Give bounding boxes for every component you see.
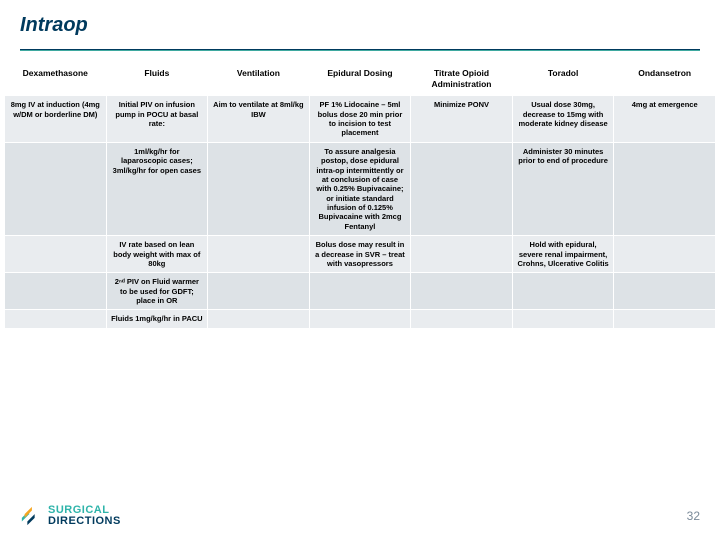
cell — [309, 310, 411, 328]
cell: Initial PIV on infusion pump in POCU at … — [106, 96, 208, 143]
cell — [411, 310, 513, 328]
cell: 2ⁿᵈ PIV on Fluid warmer to be used for G… — [106, 273, 208, 310]
logo-line2: DIRECTIONS — [48, 516, 121, 528]
cell: IV rate based on lean body weight with m… — [106, 236, 208, 273]
intraop-table: Dexamethasone Fluids Ventilation Epidura… — [4, 61, 716, 329]
cell: 8mg IV at induction (4mg w/DM or borderl… — [5, 96, 107, 143]
col-opioid: Titrate Opioid Administration — [411, 62, 513, 96]
cell: Bolus dose may result in a decrease in S… — [309, 236, 411, 273]
col-toradol: Toradol — [512, 62, 614, 96]
cell: 4mg at emergence — [614, 96, 716, 143]
page-number: 32 — [687, 509, 700, 523]
col-ondansetron: Ondansetron — [614, 62, 716, 96]
logo: SURGICAL DIRECTIONS — [20, 505, 121, 528]
cell: Usual dose 30mg, decrease to 15mg with m… — [512, 96, 614, 143]
cell: To assure analgesia postop, dose epidura… — [309, 142, 411, 235]
cell — [5, 273, 107, 310]
cell — [512, 310, 614, 328]
title-rule — [20, 49, 700, 51]
cell — [411, 236, 513, 273]
table-row: 2ⁿᵈ PIV on Fluid warmer to be used for G… — [5, 273, 716, 310]
cell — [5, 142, 107, 235]
cell — [411, 142, 513, 235]
cell: PF 1% Lidocaine – 5ml bolus dose 20 min … — [309, 96, 411, 143]
cell — [614, 142, 716, 235]
table-header-row: Dexamethasone Fluids Ventilation Epidura… — [5, 62, 716, 96]
table-row: IV rate based on lean body weight with m… — [5, 236, 716, 273]
footer: SURGICAL DIRECTIONS 32 — [20, 505, 700, 528]
cell — [614, 236, 716, 273]
cell — [5, 236, 107, 273]
cell — [208, 273, 310, 310]
cell: Minimize PONV — [411, 96, 513, 143]
table-row: 8mg IV at induction (4mg w/DM or borderl… — [5, 96, 716, 143]
cell — [614, 310, 716, 328]
intraop-table-wrap: Dexamethasone Fluids Ventilation Epidura… — [0, 61, 720, 329]
cell — [614, 273, 716, 310]
col-fluids: Fluids — [106, 62, 208, 96]
cell: Fluids 1mg/kg/hr in PACU — [106, 310, 208, 328]
cell: Aim to ventilate at 8ml/kg IBW — [208, 96, 310, 143]
col-dexamethasone: Dexamethasone — [5, 62, 107, 96]
logo-arrows-icon — [20, 505, 42, 527]
cell — [5, 310, 107, 328]
cell — [208, 142, 310, 235]
logo-text: SURGICAL DIRECTIONS — [48, 505, 121, 528]
cell — [208, 236, 310, 273]
cell — [309, 273, 411, 310]
col-epidural: Epidural Dosing — [309, 62, 411, 96]
table-row: 1ml/kg/hr for laparoscopic cases; 3ml/kg… — [5, 142, 716, 235]
cell: 1ml/kg/hr for laparoscopic cases; 3ml/kg… — [106, 142, 208, 235]
cell — [208, 310, 310, 328]
cell — [411, 273, 513, 310]
table-row: Fluids 1mg/kg/hr in PACU — [5, 310, 716, 328]
cell: Administer 30 minutes prior to end of pr… — [512, 142, 614, 235]
page-title: Intraop — [20, 14, 700, 37]
cell — [512, 273, 614, 310]
cell: Hold with epidural, severe renal impairm… — [512, 236, 614, 273]
col-ventilation: Ventilation — [208, 62, 310, 96]
